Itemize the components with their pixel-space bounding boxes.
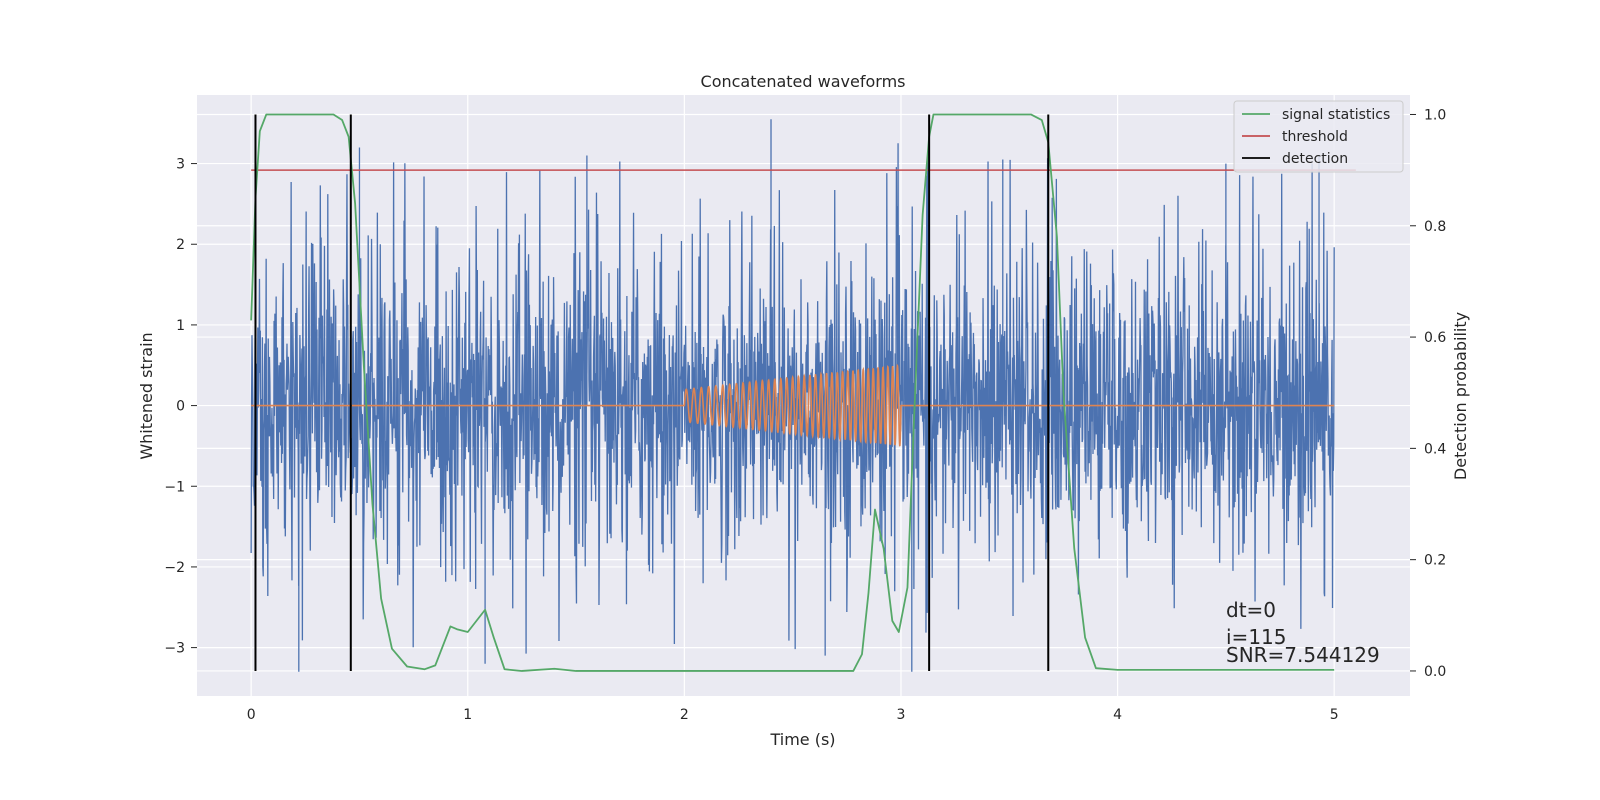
y-tick-label: −1 <box>164 479 185 495</box>
annotation-block: dt=0 i=115 SNR=7.544129 <box>1226 598 1380 667</box>
annotation-dt: dt=0 <box>1226 598 1276 622</box>
annotation-snr: SNR=7.544129 <box>1226 643 1380 667</box>
template-series <box>251 363 1335 447</box>
x-axis-label: Time (s) <box>769 730 835 749</box>
y-tick-label: −2 <box>164 560 185 576</box>
legend-label-threshold: threshold <box>1282 129 1348 145</box>
y-tick-label: 1 <box>176 318 185 334</box>
x-tick-label: 5 <box>1330 707 1339 723</box>
x-tick-label: 0 <box>247 707 256 723</box>
legend: signal statistics threshold detection <box>1233 100 1404 173</box>
y-tick-label: 0 <box>176 399 185 415</box>
signal-statistics-series <box>250 113 1335 672</box>
y2-tick-label: 0.2 <box>1424 553 1446 569</box>
y2-tick-label: 0.0 <box>1424 664 1446 680</box>
y-tick-label: −3 <box>164 641 185 657</box>
y-tick-label: 3 <box>176 157 185 173</box>
x-tick-label: 3 <box>897 707 906 723</box>
y2-axis-label: Detection probability <box>1451 312 1470 480</box>
y2-tick-label: 0.4 <box>1424 441 1446 457</box>
detection-series <box>254 114 1050 671</box>
y2-tick-label: 0.8 <box>1424 219 1446 235</box>
annotation-index: i=115 <box>1226 625 1287 649</box>
y-tick-label: 2 <box>176 237 185 253</box>
chart-title: Concatenated waveforms <box>701 72 906 91</box>
x-tick-label: 4 <box>1113 707 1122 723</box>
legend-box <box>1233 100 1404 173</box>
y2-tick-label: 1.0 <box>1424 107 1446 123</box>
x-tick-label: 1 <box>463 707 472 723</box>
y-ticks: −3 −2 −1 0 1 2 3 <box>164 157 197 657</box>
x-tick-label: 2 <box>680 707 689 723</box>
x-ticks: 0 1 2 3 4 5 <box>247 707 1339 723</box>
signal-statistics-line <box>250 113 1335 672</box>
y-axis-label: Whitened strain <box>137 332 156 459</box>
legend-label-detection: detection <box>1282 151 1348 167</box>
legend-label-signal-statistics: signal statistics <box>1282 107 1390 123</box>
y2-ticks: 0.0 0.2 0.4 0.6 0.8 1.0 <box>1410 107 1446 680</box>
template-line <box>251 363 1335 447</box>
y2-tick-label: 0.6 <box>1424 330 1446 346</box>
